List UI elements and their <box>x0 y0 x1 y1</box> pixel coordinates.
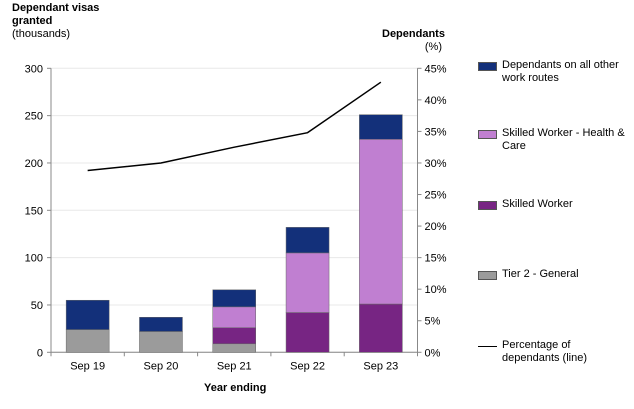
legend-swatch <box>478 130 497 139</box>
legend-swatch <box>478 271 497 280</box>
y-title-line: granted <box>12 15 53 27</box>
x-axis-title: Year ending <box>204 382 267 394</box>
percentage-line <box>87 81 382 172</box>
bar-segment <box>359 139 403 305</box>
legend-label: Skilled Worker - Health & Care <box>502 127 625 152</box>
x-tick-label: Sep 22 <box>290 360 325 372</box>
legend-swatch <box>478 201 497 210</box>
bar-segment <box>285 312 330 353</box>
y2-tick-label: 5% <box>425 316 441 328</box>
bar-segment <box>212 289 256 308</box>
y-tick-label: 50 <box>31 300 43 312</box>
bar-segment <box>212 343 256 353</box>
bar-segment <box>285 227 330 254</box>
y-tick-label: 200 <box>25 158 43 170</box>
legend-label: Tier 2 - General <box>502 268 579 280</box>
y-title-line: (thousands) <box>12 28 71 40</box>
bar-segment <box>212 327 256 345</box>
y2-tick-label: 25% <box>425 190 447 202</box>
y2-tick-label: 40% <box>425 95 447 107</box>
y2-tick-label: 10% <box>425 284 447 296</box>
legend-label: Dependants on all other work routes <box>502 59 619 84</box>
y2-tick-label: 15% <box>425 253 447 265</box>
y-tick-label: 150 <box>25 205 43 217</box>
legend-label: Skilled Worker <box>502 198 573 210</box>
legend-line-swatch <box>478 346 497 347</box>
y2-tick-label: 20% <box>425 221 447 233</box>
y-tick-label: 250 <box>25 111 43 123</box>
y2-tick-label: 45% <box>425 63 447 75</box>
x-tick-label: Sep 23 <box>363 360 398 372</box>
x-tick-label: Sep 21 <box>217 360 252 372</box>
bar-segment <box>212 306 256 328</box>
legend-label: Percentage of dependants (line) <box>502 339 588 364</box>
y-tick-label: 300 <box>25 63 43 75</box>
bar-segment <box>65 329 110 353</box>
bar-segment <box>359 114 403 140</box>
legend-swatch <box>478 62 497 71</box>
y2-title-line: (%) <box>424 41 442 53</box>
bar-segment <box>285 252 330 313</box>
y2-title-line: Dependants <box>382 28 445 40</box>
y2-tick-label: 35% <box>425 126 447 138</box>
y-tick-label: 0 <box>37 347 43 359</box>
bar-segment <box>139 317 183 332</box>
bar-segment <box>65 299 110 330</box>
y2-axis-title: Dependants (%) <box>382 28 445 54</box>
bar-segment <box>359 303 403 353</box>
y-tick-label: 100 <box>25 253 43 265</box>
bar-segment <box>139 331 183 353</box>
y-title-line: Dependant visas <box>12 2 100 14</box>
y2-tick-label: 0% <box>425 347 441 359</box>
y2-tick-label: 30% <box>425 158 447 170</box>
y-axis-title: Dependant visas granted (thousands) <box>12 2 99 41</box>
x-tick-label: Sep 19 <box>70 360 105 372</box>
x-tick-label: Sep 20 <box>144 360 179 372</box>
